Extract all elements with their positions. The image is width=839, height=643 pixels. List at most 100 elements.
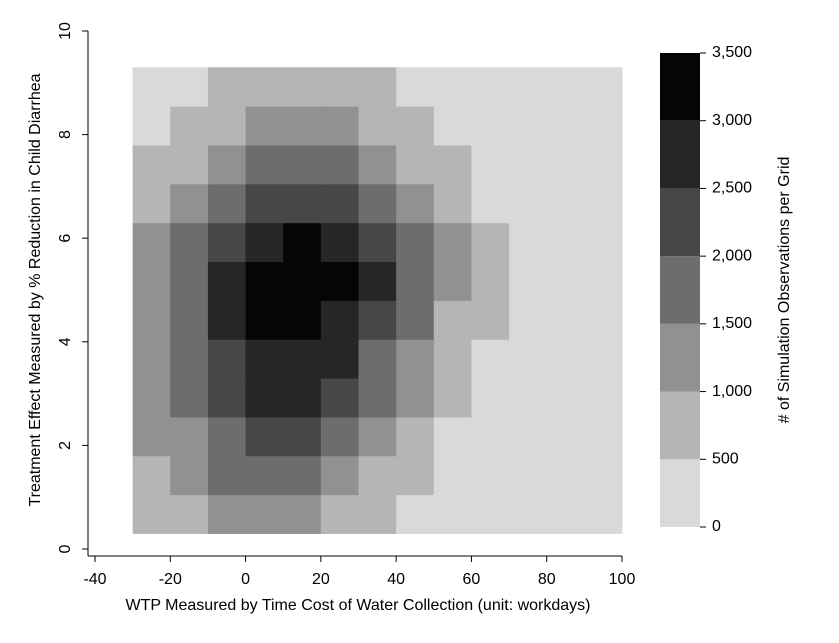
contour-cell (396, 106, 435, 146)
x-tick-label: 80 (538, 571, 556, 588)
contour-cell (132, 455, 171, 496)
contour-cell (471, 67, 510, 107)
contour-cell (170, 67, 209, 107)
contour-cell (207, 339, 247, 379)
contour-cell (132, 222, 171, 263)
contour-cell (170, 378, 209, 418)
colorbar-tick-label: 1,000 (712, 383, 752, 400)
contour-cell (283, 494, 322, 534)
contour-cell (433, 222, 472, 263)
contour-cell (546, 455, 585, 496)
contour-cell (170, 261, 209, 301)
contour-cell (245, 455, 284, 496)
colorbar-tick-label: 3,500 (712, 44, 752, 61)
contour-cell (471, 300, 510, 340)
contour-cell (471, 378, 510, 418)
contour-cell (509, 378, 548, 418)
contour-cell (396, 261, 435, 301)
colorbar-tick-label: 500 (712, 451, 739, 468)
contour-cell (433, 339, 472, 379)
contour-cell (320, 339, 359, 379)
contour-cell (170, 106, 209, 146)
contour-cell (396, 416, 435, 457)
contour-cell (584, 378, 623, 418)
contour-cell (245, 339, 284, 379)
contour-cell (546, 300, 585, 340)
x-tick-label: -20 (159, 571, 182, 588)
contour-cell (132, 183, 171, 224)
contour-cell (170, 339, 209, 379)
contour-cell (546, 416, 585, 457)
contour-cell (471, 455, 510, 496)
contour-cell (358, 378, 397, 418)
contour-cell (320, 144, 359, 185)
contour-cell (433, 183, 472, 224)
contour-cell (584, 106, 623, 146)
contour-cell (433, 416, 472, 457)
contour-cell (207, 494, 247, 534)
contour-cell (245, 416, 284, 457)
contour-cell (584, 67, 623, 107)
contour-cell (358, 261, 397, 301)
x-tick-label: 20 (312, 571, 330, 588)
contour-cell (471, 416, 510, 457)
contour-cell (396, 183, 435, 224)
contour-cell (320, 494, 359, 534)
y-axis-title: Treatment Effect Measured by % Reduction… (27, 73, 44, 506)
contour-cell (546, 261, 585, 301)
contour-cell (546, 183, 585, 224)
contour-cell (283, 261, 322, 301)
contour-cell (207, 67, 247, 107)
contour-cell (207, 455, 247, 496)
x-tick-label: 40 (387, 571, 405, 588)
contour-cell (546, 222, 585, 263)
contour-cell (245, 261, 284, 301)
contour-cell (433, 144, 472, 185)
contour-cell (283, 222, 322, 263)
contour-cell (207, 183, 247, 224)
contour-cell (320, 261, 359, 301)
contour-cell (245, 67, 284, 107)
y-tick-label: 0 (57, 544, 74, 553)
contour-cell (358, 300, 397, 340)
x-tick-label: 100 (609, 571, 636, 588)
contour-cell (433, 300, 472, 340)
contour-cell (358, 455, 397, 496)
contour-cell (245, 300, 284, 340)
contour-cell (320, 416, 359, 457)
contour-cell (245, 144, 284, 185)
contour-cell (509, 261, 548, 301)
colorbar-swatch (660, 120, 700, 189)
x-tick-label: 60 (463, 571, 481, 588)
contour-cell (509, 455, 548, 496)
contour-cell (584, 300, 623, 340)
contour-cell (132, 106, 171, 146)
contour-cell (509, 183, 548, 224)
contour-cell (584, 222, 623, 263)
contour-cell (132, 261, 171, 301)
contour-cell (358, 222, 397, 263)
colorbar-swatch (660, 256, 700, 324)
colorbar-swatch (660, 391, 700, 460)
contour-cell (546, 378, 585, 418)
contour-cell (132, 339, 171, 379)
colorbar-swatch (660, 53, 700, 121)
contour-cell (396, 455, 435, 496)
contour-cell (433, 378, 472, 418)
y-tick-label: 8 (57, 130, 74, 139)
y-tick-label: 2 (57, 441, 74, 450)
contour-cell (170, 300, 209, 340)
colorbar-tick-label: 2,000 (712, 247, 752, 264)
contour-cell (283, 67, 322, 107)
contour-cell (509, 106, 548, 146)
contour-cell (584, 183, 623, 224)
contour-cell (584, 261, 623, 301)
contour-cell (170, 144, 209, 185)
contour-cell (471, 222, 510, 263)
colorbar-tick-label: 0 (712, 518, 721, 535)
contour-cell (433, 67, 472, 107)
contour-cell (509, 222, 548, 263)
contour-cell (509, 494, 548, 534)
contour-cell (320, 378, 359, 418)
contour-cell (509, 416, 548, 457)
